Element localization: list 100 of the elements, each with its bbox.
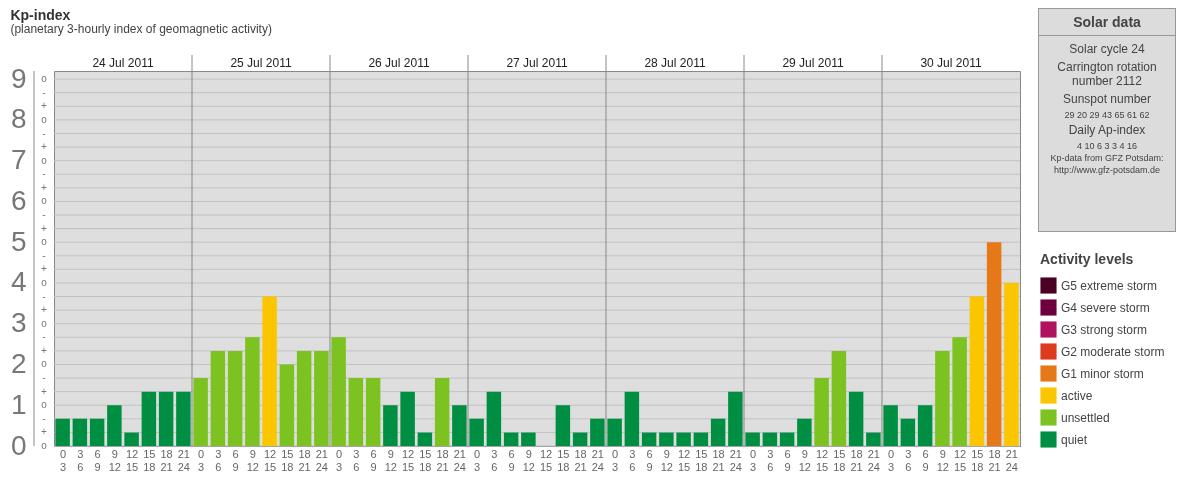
text: + <box>41 344 48 356</box>
text: Sunspot number <box>1061 92 1153 106</box>
text: - <box>42 168 46 180</box>
bar <box>227 351 243 446</box>
text: 25 Jul 2011 <box>230 56 292 70</box>
x-tick-label: 9 12 <box>798 447 811 473</box>
bar <box>486 391 502 446</box>
text: 27 Jul 2011 <box>506 56 568 70</box>
text: 29 20 29 43 65 61 62 <box>1063 110 1151 120</box>
text: + <box>41 385 48 397</box>
bar <box>814 377 829 446</box>
bar <box>124 432 139 446</box>
x-tick-label: 18 21 <box>436 447 449 473</box>
bar <box>245 337 260 446</box>
y-tick-label: 7 <box>10 144 27 176</box>
x-tick-label: 21 24 <box>453 447 466 473</box>
x-tick-label: 21 24 <box>867 447 880 473</box>
x-tick-label: 12 15 <box>540 447 553 473</box>
x-tick-label: 6 9 <box>370 447 377 473</box>
x-tick-label: 0 3 <box>474 447 481 473</box>
bar <box>158 391 174 446</box>
x-tick-label: 9 12 <box>660 447 673 473</box>
bar <box>262 296 277 446</box>
x-tick-label: 18 21 <box>574 447 587 473</box>
bar <box>572 432 588 446</box>
text: http://www.gfz-potsdam.de <box>1052 165 1162 175</box>
x-tick-label: 12 15 <box>954 447 967 473</box>
bar <box>797 418 812 446</box>
bar <box>848 391 864 446</box>
bar <box>728 391 743 446</box>
text: o <box>41 399 48 411</box>
text: + <box>41 141 48 153</box>
x-tick-label: 3 6 <box>353 447 360 473</box>
bar <box>745 432 760 446</box>
bar <box>521 432 536 446</box>
bar <box>624 391 640 446</box>
x-tick-label: 6 9 <box>94 447 101 473</box>
bar <box>314 351 329 446</box>
bar <box>900 418 916 446</box>
y-tick-label: 5 <box>10 225 27 257</box>
text: o <box>41 195 48 207</box>
bar <box>883 405 898 446</box>
text: o <box>41 113 48 125</box>
x-tick-label: 15 18 <box>281 447 294 473</box>
text: - <box>42 127 46 139</box>
x-tick-label: 0 3 <box>336 447 343 473</box>
y-tick-label: 8 <box>10 103 27 135</box>
text: 24 Jul 2011 <box>92 56 154 70</box>
x-tick-label: 21 24 <box>177 447 190 473</box>
x-tick-label: 15 18 <box>833 447 846 473</box>
bar <box>55 418 70 446</box>
text: + <box>41 100 48 112</box>
bar <box>555 405 571 446</box>
y-tick-label: 2 <box>10 347 27 379</box>
x-tick-label: 18 21 <box>160 447 173 473</box>
bar <box>72 418 88 446</box>
y-tick-label: 1 <box>10 388 27 420</box>
x-tick-label: 3 6 <box>767 447 774 473</box>
chart-title: Kp-index <box>10 6 71 23</box>
x-tick-label: 15 18 <box>971 447 984 473</box>
bar <box>952 337 967 446</box>
y-tick-label: 4 <box>10 266 27 298</box>
x-tick-label: 3 6 <box>491 447 498 473</box>
bar <box>986 242 1002 446</box>
text: 28 Jul 2011 <box>644 56 706 70</box>
text: + <box>41 304 48 316</box>
text: 29 Jul 2011 <box>782 56 844 70</box>
x-tick-label: 9 12 <box>246 447 259 473</box>
legend-label: G1 minor storm <box>1061 366 1144 381</box>
bar <box>607 418 622 446</box>
x-tick-label: 15 18 <box>143 447 156 473</box>
x-tick-label: 3 6 <box>905 447 912 473</box>
x-tick-label: 0 3 <box>750 447 757 473</box>
x-tick-label: 21 24 <box>729 447 742 473</box>
legend-label: G3 strong storm <box>1061 322 1148 337</box>
text: - <box>42 331 46 343</box>
bar <box>193 377 208 446</box>
x-tick-label: 6 9 <box>232 447 239 473</box>
text: - <box>42 86 46 98</box>
bar <box>89 418 105 446</box>
text: + <box>41 426 48 438</box>
text: 26 Jul 2011 <box>368 56 430 70</box>
bar <box>917 405 933 446</box>
text: - <box>42 290 46 302</box>
x-tick-label: 6 9 <box>646 447 653 473</box>
text: - <box>42 209 46 221</box>
x-tick-label: 18 21 <box>712 447 725 473</box>
bar <box>866 432 881 446</box>
bar <box>417 432 433 446</box>
legend-label: unsettled <box>1061 410 1110 425</box>
x-tick-label: 0 3 <box>612 447 619 473</box>
x-tick-label: 9 12 <box>108 447 121 473</box>
text: o <box>41 276 48 288</box>
legend-label: G2 moderate storm <box>1061 344 1165 359</box>
y-tick-label: 9 <box>10 62 27 94</box>
x-tick-label: 21 24 <box>591 447 604 473</box>
text: Solar data <box>1039 9 1175 36</box>
bar <box>469 418 484 446</box>
x-tick-label: 3 6 <box>77 447 84 473</box>
x-tick-label: 6 9 <box>922 447 929 473</box>
